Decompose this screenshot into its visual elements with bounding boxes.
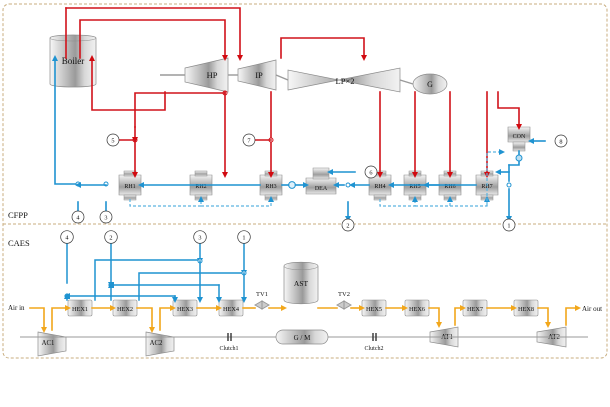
svg-text:HEX1: HEX1 xyxy=(72,306,88,313)
svg-text:CON: CON xyxy=(513,134,526,140)
svg-text:Air in: Air in xyxy=(8,304,25,312)
svg-text:G: G xyxy=(427,80,433,89)
svg-text:Clutch2: Clutch2 xyxy=(365,346,384,352)
svg-text:TV2: TV2 xyxy=(338,291,350,298)
svg-text:RH3: RH3 xyxy=(265,184,276,190)
svg-text:Air out: Air out xyxy=(582,305,602,313)
svg-text:IP: IP xyxy=(255,70,263,80)
svg-text:AC2: AC2 xyxy=(150,340,163,347)
svg-text:AC1: AC1 xyxy=(42,340,55,347)
svg-text:7: 7 xyxy=(247,138,250,145)
svg-text:HEX4: HEX4 xyxy=(223,306,240,313)
svg-text:CAES: CAES xyxy=(8,238,30,248)
svg-text:HP: HP xyxy=(207,70,218,80)
svg-text:RH4: RH4 xyxy=(374,184,385,190)
svg-text:HEX5: HEX5 xyxy=(366,306,382,313)
svg-text:1: 1 xyxy=(242,235,245,242)
svg-text:HEX6: HEX6 xyxy=(409,306,425,313)
svg-text:Boiler: Boiler xyxy=(62,56,85,66)
svg-text:3: 3 xyxy=(104,215,107,222)
svg-text:AST: AST xyxy=(294,279,309,288)
svg-text:RH1: RH1 xyxy=(124,184,135,190)
svg-text:3: 3 xyxy=(198,235,201,242)
svg-text:HEX8: HEX8 xyxy=(518,306,534,313)
svg-text:6: 6 xyxy=(369,170,372,177)
svg-text:8: 8 xyxy=(559,139,562,146)
svg-text:2: 2 xyxy=(109,235,112,242)
svg-text:DEA: DEA xyxy=(315,186,328,192)
svg-text:1: 1 xyxy=(507,223,510,230)
svg-text:HEX2: HEX2 xyxy=(117,306,133,313)
svg-text:2: 2 xyxy=(346,223,349,230)
svg-text:HEX7: HEX7 xyxy=(467,306,483,313)
svg-text:G / M: G / M xyxy=(294,334,312,342)
svg-text:5: 5 xyxy=(111,138,114,145)
svg-text:LP×2: LP×2 xyxy=(336,76,355,86)
svg-text:Clutch1: Clutch1 xyxy=(220,346,239,352)
svg-text:HEX3: HEX3 xyxy=(177,306,193,313)
svg-text:CFPP: CFPP xyxy=(8,210,28,220)
svg-text:TV1: TV1 xyxy=(256,291,268,298)
